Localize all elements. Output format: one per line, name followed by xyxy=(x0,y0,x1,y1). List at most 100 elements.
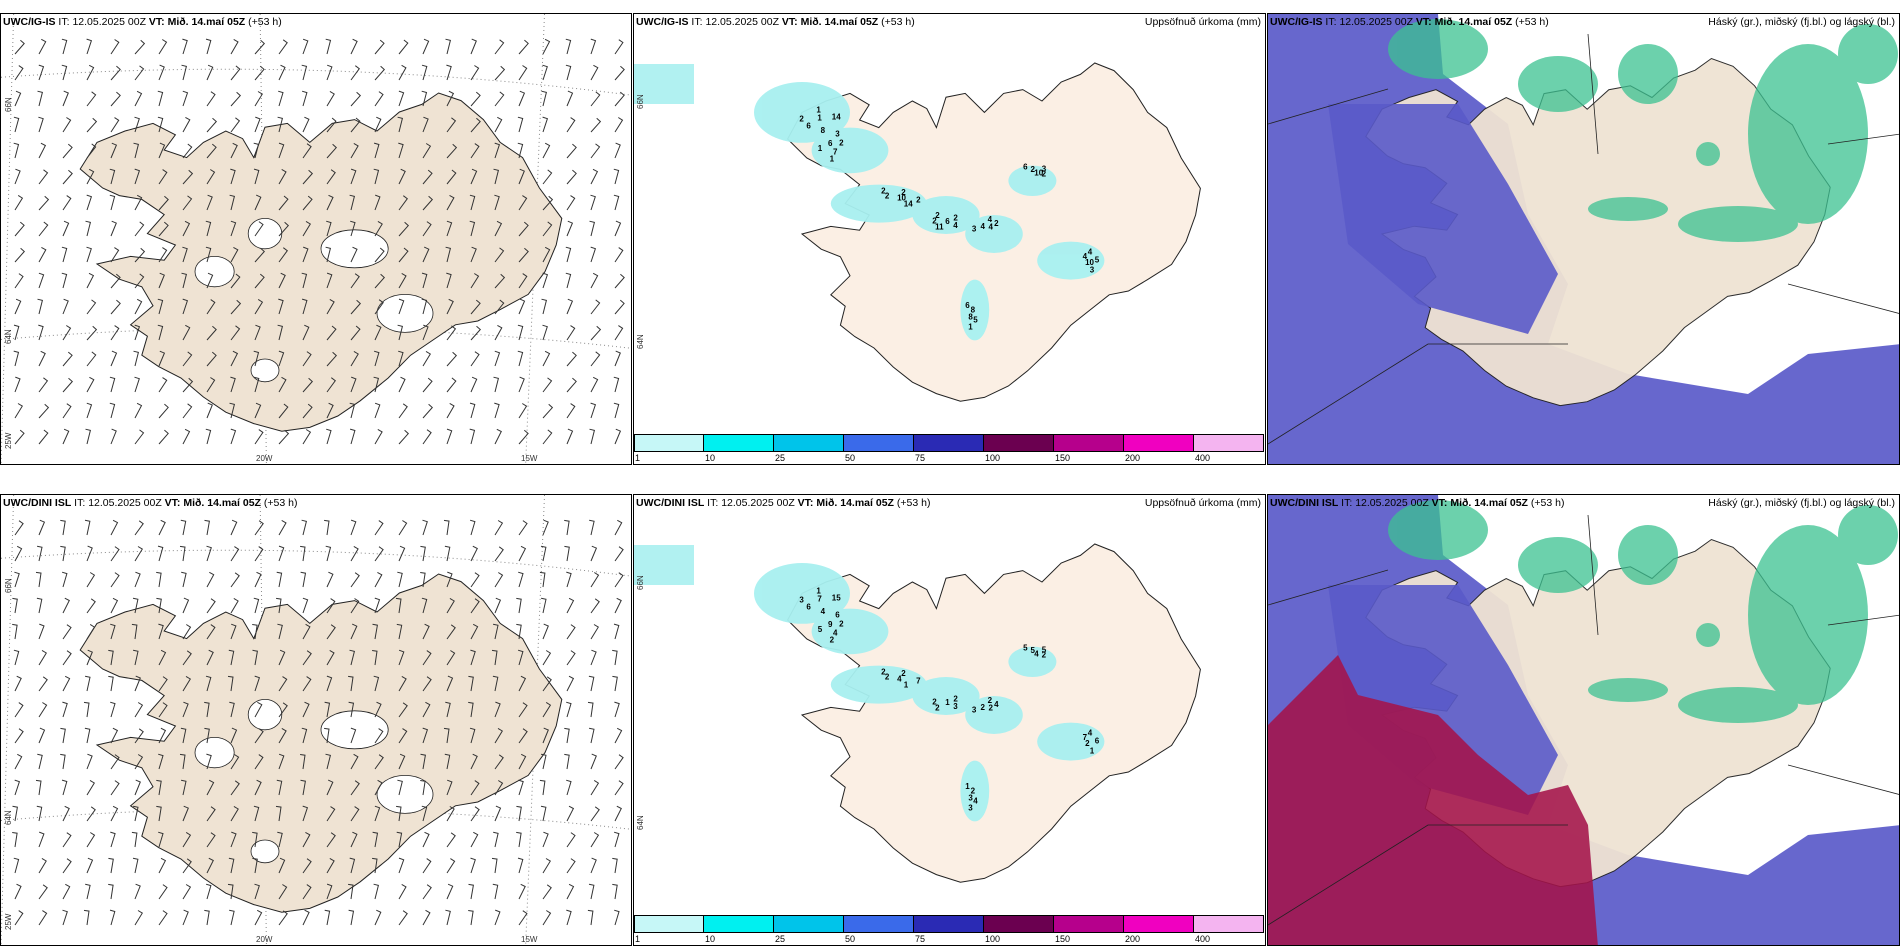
wind-barb xyxy=(566,650,576,666)
high-cloud-patch xyxy=(1518,537,1598,593)
wind-barb xyxy=(494,909,501,926)
wind-barb xyxy=(373,883,380,900)
wind-barb xyxy=(374,805,381,822)
wind-barb xyxy=(86,64,95,81)
wind-barb xyxy=(421,298,428,315)
wind-barb xyxy=(422,429,432,445)
wind-barb xyxy=(229,909,235,926)
wind-barb xyxy=(470,117,481,133)
wind-barb xyxy=(275,805,282,822)
wind-barb xyxy=(542,324,548,341)
wind-barb xyxy=(13,116,20,133)
wind-barb xyxy=(422,403,434,419)
wind-barb xyxy=(492,623,499,640)
wind-barb xyxy=(492,675,499,692)
wind-barb xyxy=(494,220,503,237)
wind-barb xyxy=(230,246,239,263)
wind-barb xyxy=(494,402,500,419)
wind-barb xyxy=(278,884,288,900)
precip-value: 2 xyxy=(981,703,986,712)
precip-value: 7 xyxy=(833,148,838,157)
wind-barb xyxy=(470,351,480,367)
wind-barb xyxy=(38,350,46,367)
precip-patch xyxy=(830,184,927,223)
wind-barb xyxy=(446,779,453,796)
wind-barb xyxy=(253,597,260,614)
wind-barb xyxy=(301,519,308,536)
wind-barb xyxy=(61,38,68,55)
wind-barb xyxy=(253,168,260,185)
colorbar-tick: 75 xyxy=(915,453,926,463)
wind-barb xyxy=(302,909,310,926)
precip-value: 2 xyxy=(935,704,940,713)
precip-value: 1 xyxy=(816,586,821,595)
wind-barb xyxy=(62,169,73,185)
wind-barb xyxy=(158,350,166,367)
longitude-line xyxy=(525,14,546,464)
wind-barb xyxy=(614,91,625,107)
colorbar-tick: 75 xyxy=(915,934,926,944)
wind-barb xyxy=(446,298,454,315)
wind-barb xyxy=(158,247,168,263)
lon-label: 15W xyxy=(521,454,538,463)
wind-barb xyxy=(325,38,332,55)
wind-barb xyxy=(614,805,622,822)
wind-barb xyxy=(110,273,121,289)
wind-barb xyxy=(518,298,526,315)
wind-barb xyxy=(278,247,288,263)
latitude-line xyxy=(1268,88,1389,125)
wind-barb xyxy=(446,325,457,341)
precip-patch xyxy=(965,696,1023,734)
precip-value: 2 xyxy=(885,672,890,681)
wind-barb xyxy=(443,727,450,744)
wind-barb xyxy=(494,324,503,341)
wind-barb xyxy=(590,806,600,822)
wind-barb xyxy=(374,909,382,926)
wind-barb xyxy=(229,701,235,718)
wind-barb xyxy=(301,272,308,289)
precip-value: 2 xyxy=(988,696,993,705)
wind-barb xyxy=(206,351,217,367)
wind-barb xyxy=(302,805,309,822)
wind-barb xyxy=(206,571,215,588)
wind-barb xyxy=(230,65,241,81)
wind-barb xyxy=(566,571,572,588)
wind-barb xyxy=(276,779,283,796)
precip-value: 2 xyxy=(916,195,921,204)
wind-barb xyxy=(518,168,525,185)
wind-barb xyxy=(446,675,454,692)
wind-barb xyxy=(134,65,145,81)
panel-header: UWC/DINI ISL IT: 12.05.2025 00Z VT: Mið.… xyxy=(636,497,931,509)
wind-barb xyxy=(350,780,360,796)
wind-barb xyxy=(446,806,455,822)
wind-barb xyxy=(254,701,263,718)
wind-barb xyxy=(157,90,164,107)
wind-barb xyxy=(398,168,406,185)
wind-barb xyxy=(590,351,601,367)
wind-barb xyxy=(158,727,167,744)
wind-barb xyxy=(134,546,143,562)
cloud-cover-map xyxy=(1268,14,1899,464)
latitude-line xyxy=(1,68,631,96)
glacier-area xyxy=(194,256,235,288)
wind-barb xyxy=(588,727,595,744)
wind-barb xyxy=(350,325,361,341)
precip-value: 2 xyxy=(971,786,976,795)
wind-barb xyxy=(158,169,168,185)
wind-barb xyxy=(179,545,186,562)
wind-barb xyxy=(278,64,286,81)
wind-barb xyxy=(278,376,287,393)
wind-barb xyxy=(254,909,263,926)
wind-barb xyxy=(132,857,139,874)
wind-barb xyxy=(372,857,378,874)
wind-barb xyxy=(182,805,189,822)
precip-value: 8 xyxy=(968,312,973,321)
wind-barb xyxy=(134,402,143,419)
wind-barb xyxy=(564,519,570,536)
wind-barb xyxy=(326,832,336,848)
wind-barb xyxy=(516,831,522,848)
mid-cloud-layer xyxy=(1268,655,1598,945)
wind-barb xyxy=(373,142,380,159)
wind-barb xyxy=(469,519,476,536)
precip-value: 5 xyxy=(1095,255,1100,264)
